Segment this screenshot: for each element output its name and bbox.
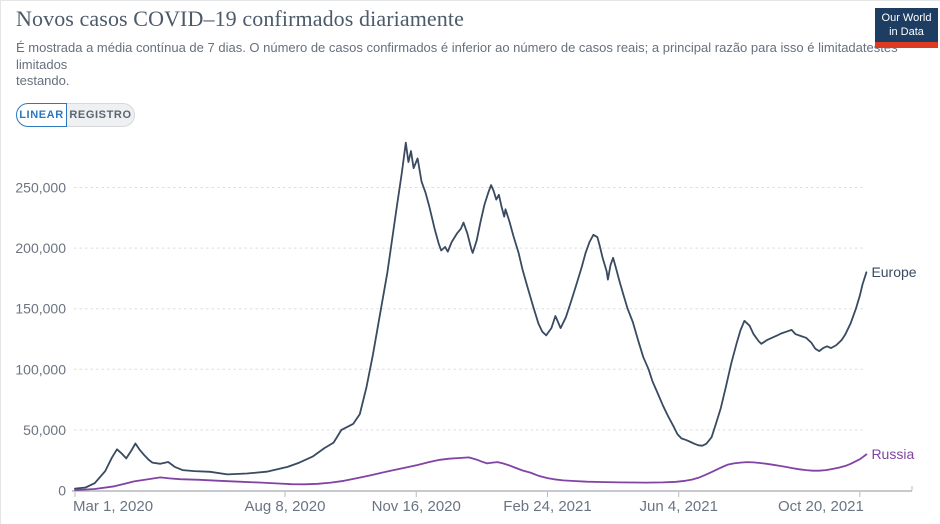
y-tick-label: 150,000 bbox=[15, 301, 66, 317]
x-tick-label: Feb 24, 2021 bbox=[503, 498, 591, 515]
chart-subtitle: É mostrada a média contínua de 7 dias. O… bbox=[16, 40, 898, 88]
y-tick-label: 200,000 bbox=[15, 240, 66, 256]
x-tick-label: Nov 16, 2020 bbox=[372, 498, 461, 515]
series-line-russia bbox=[74, 453, 868, 491]
scale-selector: LINEAR REGISTRO bbox=[16, 103, 135, 127]
owid-logo[interactable]: Our World in Data bbox=[875, 8, 938, 48]
owid-logo-red-bar bbox=[875, 42, 938, 48]
linear-scale-button[interactable]: LINEAR bbox=[16, 103, 67, 127]
series-line-europe bbox=[74, 141, 868, 490]
y-tick-label: 50,000 bbox=[23, 422, 66, 438]
x-tick-label: Aug 8, 2020 bbox=[245, 498, 326, 515]
y-tick-label: 100,000 bbox=[15, 361, 66, 377]
series-label-russia: Russia bbox=[871, 446, 914, 462]
series-label-europe: Europe bbox=[871, 264, 916, 280]
owid-logo-text: Our World in Data bbox=[881, 12, 932, 38]
y-tick-label: 0 bbox=[58, 483, 66, 499]
log-scale-button[interactable]: REGISTRO bbox=[66, 103, 135, 127]
y-tick-label: 250,000 bbox=[15, 180, 66, 196]
x-tick-label: Mar 1, 2020 bbox=[73, 498, 153, 515]
x-tick-label: Oct 20, 2021 bbox=[778, 498, 864, 515]
page-title: Novos casos COVID–19 confirmados diariam… bbox=[16, 6, 464, 31]
x-tick-label: Jun 4, 2021 bbox=[640, 498, 718, 515]
